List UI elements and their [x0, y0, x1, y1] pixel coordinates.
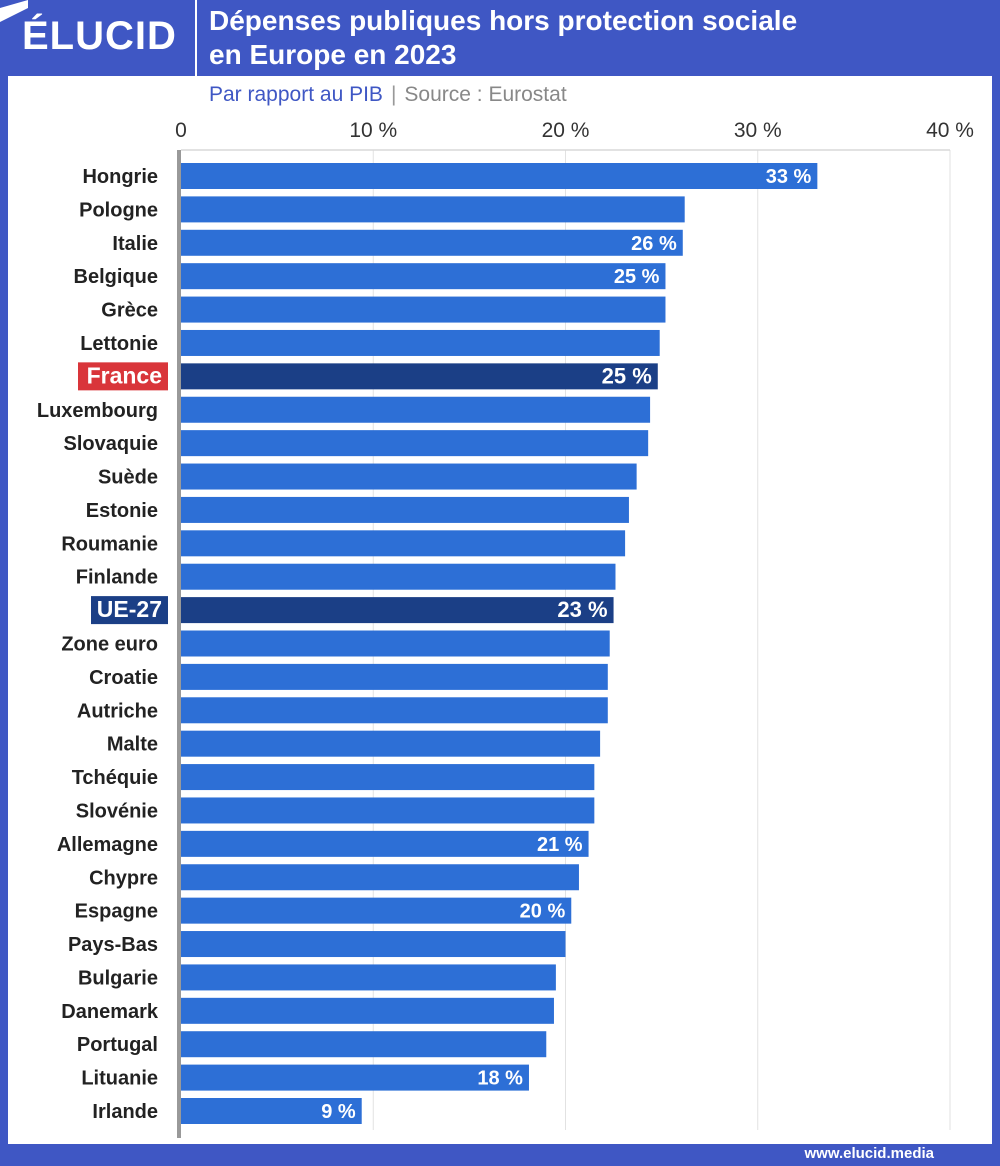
category-label: UE-27 [97, 596, 162, 622]
category-label: Estonie [86, 500, 158, 522]
category-label: Roumanie [61, 533, 158, 555]
category-label: France [87, 362, 162, 388]
bar-france [181, 363, 658, 390]
category-label: Slovénie [76, 800, 158, 822]
bar-hongrie [181, 163, 818, 189]
category-label: Lettonie [80, 333, 158, 355]
category-label: Autriche [77, 700, 158, 722]
data-label: 33 % [766, 166, 812, 188]
data-label: 23 % [557, 597, 607, 622]
bar-croatie [181, 663, 608, 690]
category-label-highlight [78, 362, 168, 391]
title-line-2: en Europe en 2023 [209, 39, 457, 70]
bar-belgique [181, 263, 666, 290]
bar-ue-27 [181, 597, 614, 624]
data-label: 21 % [537, 834, 583, 856]
bar-autriche [181, 697, 608, 724]
x-tick-label: 30 % [734, 119, 782, 142]
bar-chypre [181, 864, 579, 891]
bar-portugal [181, 1031, 547, 1058]
chart-subtitle: Par rapport au PIB | Source : Eurostat [209, 83, 567, 107]
data-label: 9 % [321, 1101, 356, 1123]
bar-luxembourg [181, 396, 651, 423]
bar-italie [181, 229, 683, 256]
category-label: Italie [112, 233, 158, 255]
bar-zone-euro [181, 630, 610, 657]
category-label: Slovaquie [64, 433, 158, 455]
category-label: Zone euro [61, 634, 158, 656]
bar-slovaquie [181, 430, 649, 457]
elucid-logo: ÉLUCID [22, 14, 177, 58]
subtitle-measure: Par rapport au PIB [209, 83, 383, 106]
x-tick-label: 0 [175, 119, 187, 142]
bar-irlande [181, 1098, 362, 1124]
category-label: Chypre [89, 867, 158, 889]
x-tick-label: 40 % [926, 119, 974, 142]
category-label: Irlande [92, 1101, 158, 1123]
bar-gr-ce [181, 296, 666, 323]
bar-bulgarie [181, 964, 556, 991]
y-axis-line [177, 150, 181, 1138]
data-label: 25 % [602, 363, 652, 388]
title-line-1: Dépenses publiques hors protection socia… [209, 5, 798, 36]
data-label: 26 % [631, 233, 677, 255]
category-label: Espagne [75, 901, 158, 923]
bar-allemagne [181, 830, 589, 857]
subtitle-separator: | [390, 83, 397, 106]
bar-estonie [181, 496, 629, 523]
category-label: Bulgarie [78, 967, 158, 989]
category-label: Belgique [74, 266, 158, 288]
elucid-mark-icon [0, 0, 28, 22]
bar-slov-nie [181, 797, 595, 824]
category-label: Tchéquie [72, 767, 158, 789]
category-label: Luxembourg [37, 400, 158, 422]
bar-finlande [181, 563, 616, 590]
category-label: Finlande [76, 567, 158, 589]
bar-pays-bas [181, 931, 566, 958]
category-label: Lituanie [81, 1068, 158, 1090]
data-label: 18 % [477, 1068, 523, 1090]
bar-pologne [181, 196, 685, 223]
bar-lituanie [181, 1064, 529, 1091]
category-label: Croatie [89, 667, 158, 689]
category-label: Grèce [101, 300, 158, 322]
bar-espagne [181, 897, 572, 924]
category-label: Danemark [61, 1001, 159, 1023]
bar-roumanie [181, 530, 626, 557]
bar-su-de [181, 463, 637, 490]
category-label: Pays-Bas [68, 934, 158, 956]
category-label: Portugal [77, 1034, 158, 1056]
footer-url[interactable]: www.elucid.media [804, 1145, 934, 1162]
data-label: 25 % [614, 266, 660, 288]
category-label-highlight [91, 596, 168, 625]
chart-title: Dépenses publiques hors protection socia… [209, 4, 797, 72]
bar-danemark [181, 997, 554, 1024]
subtitle-source: Source : Eurostat [404, 83, 567, 106]
bar-tch-quie [181, 764, 595, 791]
x-tick-label: 10 % [349, 119, 397, 142]
bar-malte [181, 730, 601, 757]
category-label: Suède [98, 467, 158, 489]
data-label: 20 % [520, 901, 566, 923]
category-label: Malte [107, 734, 158, 756]
bar-lettonie [181, 329, 660, 356]
x-tick-label: 20 % [542, 119, 590, 142]
category-label: Hongrie [82, 166, 158, 188]
category-label: Allemagne [57, 834, 158, 856]
category-label: Pologne [79, 199, 158, 221]
header-divider [195, 0, 197, 76]
